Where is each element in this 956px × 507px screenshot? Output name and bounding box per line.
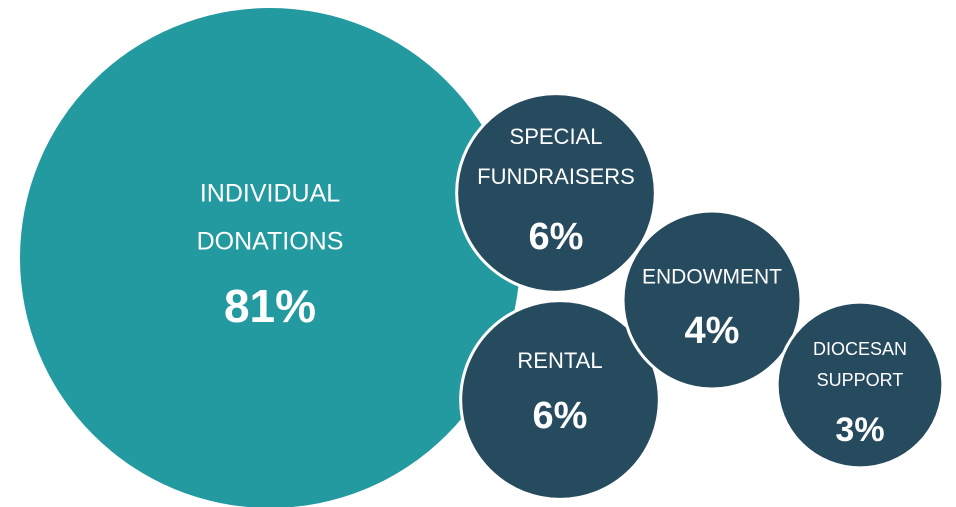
bubble-label: SPECIAL (510, 124, 603, 149)
bubble-label: INDIVIDUAL (200, 180, 340, 208)
bubble-label: RENTAL (517, 348, 602, 373)
bubble-label: ENDOWMENT (642, 266, 782, 289)
bubble-label: DONATIONS (197, 228, 344, 256)
value-label: 81% (224, 280, 316, 332)
bubble (455, 92, 657, 294)
bubble-label: DIOCESAN (813, 339, 907, 359)
bubble-label: FUNDRAISERS (477, 164, 635, 189)
value-label: 4% (685, 310, 740, 352)
value-label: 6% (529, 216, 584, 258)
value-label: 6% (533, 395, 588, 437)
bubble (775, 300, 945, 470)
value-label: 3% (835, 411, 884, 449)
bubble-label: SUPPORT (817, 370, 904, 390)
bubble (459, 299, 661, 501)
bubble (20, 8, 520, 507)
bubble (621, 209, 803, 391)
